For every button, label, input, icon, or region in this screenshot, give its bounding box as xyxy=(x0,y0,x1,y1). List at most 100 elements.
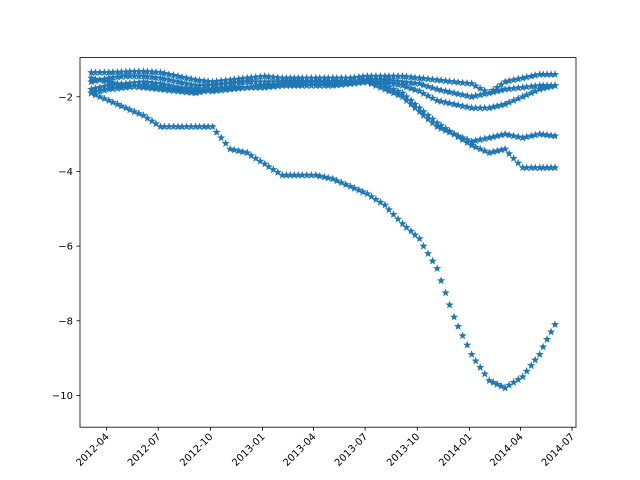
data-point-series-4 xyxy=(350,77,359,86)
data-point-series-0 xyxy=(264,72,273,81)
data-point-series-5 xyxy=(100,94,109,103)
data-point-series-5 xyxy=(402,223,411,231)
data-point-series-4 xyxy=(173,85,183,93)
data-point-series-2 xyxy=(497,100,506,109)
data-point-series-4 xyxy=(509,154,518,162)
data-point-series-3 xyxy=(91,74,100,83)
data-point-series-4 xyxy=(423,114,433,123)
data-point-series-0 xyxy=(531,71,540,79)
data-point-series-0 xyxy=(117,67,126,76)
data-point-series-3 xyxy=(501,129,510,138)
data-point-series-2 xyxy=(505,98,514,106)
data-point-series-5 xyxy=(389,210,398,218)
data-point-series-5 xyxy=(113,99,122,108)
data-point-series-5 xyxy=(130,107,139,116)
data-point-series-1 xyxy=(415,79,424,88)
data-point-series-1 xyxy=(182,79,191,88)
data-point-series-4 xyxy=(187,86,196,95)
data-point-series-5 xyxy=(441,288,450,297)
data-point-series-4 xyxy=(389,88,398,97)
data-point-series-5 xyxy=(143,113,152,122)
data-point-series-4 xyxy=(221,83,230,92)
data-point-series-4 xyxy=(384,86,394,95)
data-point-series-4 xyxy=(376,83,385,91)
data-point-series-4 xyxy=(354,77,363,86)
data-point-series-1 xyxy=(527,82,536,91)
data-point-series-4 xyxy=(143,81,152,90)
data-point-series-1 xyxy=(463,91,472,100)
x-tick-label: 2013-10 xyxy=(385,432,422,469)
data-point-series-4 xyxy=(428,118,437,127)
data-point-series-4 xyxy=(307,78,316,86)
data-point-series-1 xyxy=(177,78,187,87)
data-point-series-5 xyxy=(423,249,433,258)
data-point-series-1 xyxy=(454,89,463,98)
data-point-series-2 xyxy=(341,79,350,88)
data-point-series-0 xyxy=(160,69,169,77)
data-point-series-0 xyxy=(247,73,256,82)
data-point-series-5 xyxy=(87,88,96,97)
data-point-series-4 xyxy=(410,103,420,112)
data-point-series-4 xyxy=(147,82,157,91)
data-point-series-4 xyxy=(226,83,235,91)
data-point-series-4 xyxy=(290,79,299,88)
data-point-series-0 xyxy=(497,80,506,89)
data-point-series-5 xyxy=(212,127,221,136)
data-point-series-5 xyxy=(433,264,442,273)
data-point-series-1 xyxy=(147,72,157,81)
data-point-series-2 xyxy=(433,96,442,105)
data-point-series-5 xyxy=(320,172,329,181)
data-point-series-3 xyxy=(489,132,498,141)
data-point-series-0 xyxy=(256,72,265,81)
data-point-series-2 xyxy=(398,81,407,90)
data-point-series-4 xyxy=(113,84,122,92)
data-point-series-3 xyxy=(95,75,104,84)
data-points xyxy=(87,67,560,392)
data-point-series-5 xyxy=(187,122,196,131)
data-point-series-2 xyxy=(428,93,437,102)
data-point-series-4 xyxy=(230,83,239,91)
y-tick-label: −2 xyxy=(58,92,73,103)
data-point-series-0 xyxy=(543,70,552,78)
data-point-series-5 xyxy=(398,219,407,228)
data-point-series-0 xyxy=(143,67,152,76)
data-point-series-2 xyxy=(324,81,333,90)
data-point-series-4 xyxy=(489,147,498,156)
data-point-series-3 xyxy=(493,131,502,140)
data-point-series-5 xyxy=(476,363,485,371)
data-point-series-3 xyxy=(480,134,489,143)
data-point-series-5 xyxy=(493,379,502,388)
data-point-series-1 xyxy=(419,80,428,89)
data-point-series-5 xyxy=(346,182,355,190)
data-point-series-3 xyxy=(514,132,523,141)
data-point-series-0 xyxy=(108,68,117,76)
data-point-series-3 xyxy=(550,131,560,140)
data-point-series-2 xyxy=(384,78,394,87)
data-point-series-5 xyxy=(290,170,299,179)
data-point-series-1 xyxy=(531,81,540,90)
data-point-series-5 xyxy=(251,154,260,162)
data-point-series-4 xyxy=(204,85,213,94)
data-point-series-4 xyxy=(269,81,278,90)
data-point-series-0 xyxy=(204,77,213,85)
data-point-series-2 xyxy=(480,103,489,112)
data-point-series-4 xyxy=(286,80,295,89)
data-point-series-5 xyxy=(294,170,303,179)
data-point-series-5 xyxy=(489,378,498,386)
data-point-series-0 xyxy=(476,84,485,92)
data-point-series-5 xyxy=(337,178,346,187)
data-point-series-4 xyxy=(208,85,217,93)
x-tick-label: 2012-04 xyxy=(74,432,111,469)
data-point-series-4 xyxy=(450,129,459,138)
data-point-series-4 xyxy=(527,163,536,172)
data-point-series-2 xyxy=(454,100,463,109)
data-point-series-1 xyxy=(134,71,144,80)
data-point-series-2 xyxy=(332,80,341,89)
data-point-series-4 xyxy=(264,81,273,90)
data-point-series-0 xyxy=(423,74,433,83)
data-point-series-5 xyxy=(363,189,372,198)
data-point-series-0 xyxy=(113,67,122,76)
data-point-series-1 xyxy=(243,77,252,86)
data-point-series-1 xyxy=(505,84,514,93)
data-point-series-4 xyxy=(95,86,104,95)
